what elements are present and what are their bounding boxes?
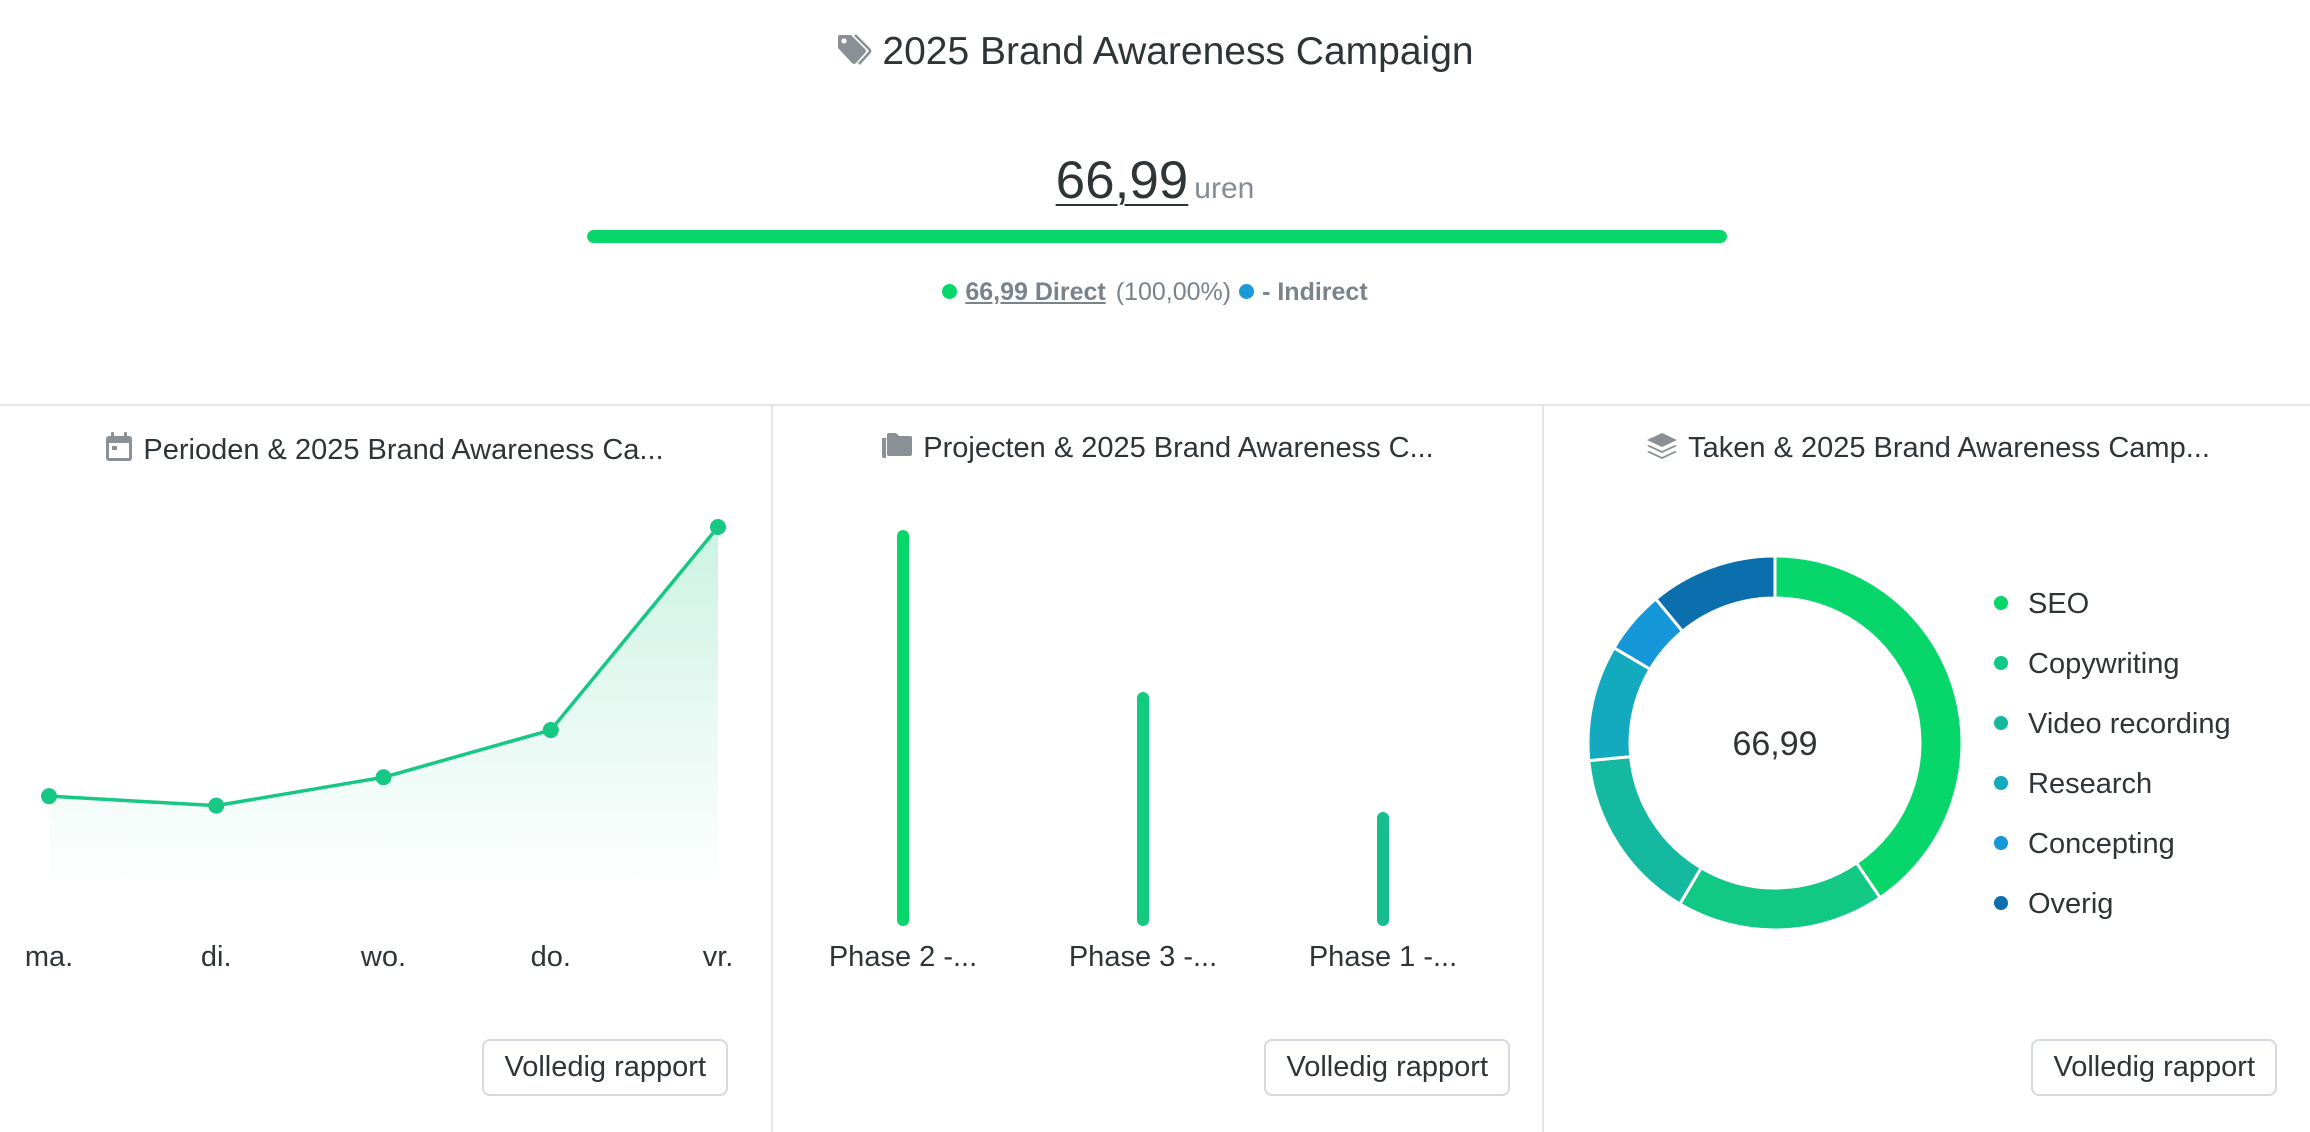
periods-point-vr.[interactable] [710,519,726,535]
legend-dot-icon [1994,836,2008,850]
periods-panel-title: Perioden & 2025 Brand Awareness Ca... [0,432,769,470]
periods-x-label: vr. [703,941,734,973]
periods-line-chart: ma. di. wo. do. vr. [25,519,734,973]
tasks-legend-item[interactable]: Concepting [1994,814,2231,874]
tasks-donut-center-value: 66,99 [1732,725,1817,763]
calendar-icon [105,432,133,470]
total-hours: 66,99 uren [0,150,2310,211]
tasks-panel-title: Taken & 2025 Brand Awareness Camp... [1544,432,2310,468]
tasks-legend-item[interactable]: Video recording [1994,694,2231,754]
hours-progress-bar [587,230,1727,243]
folder-icon [881,432,913,468]
tasks-legend-label: SEO [2028,588,2090,620]
layers-icon [1646,432,1678,468]
summary-header: 2025 Brand Awareness Campaign 66,99 uren … [0,0,2310,406]
legend-dot-icon [1994,656,2008,670]
tasks-full-report-button[interactable]: Volledig rapport [2031,1039,2277,1096]
projects-panel-title-text: Projecten & 2025 Brand Awareness C... [923,432,1434,464]
periods-point-ma.[interactable] [41,788,57,805]
tasks-legend-label: Video recording [2028,708,2231,740]
tasks-legend-item[interactable]: Copywriting [1994,634,2231,694]
legend-dot-icon [1994,596,2008,610]
page-title: 2025 Brand Awareness Campaign [0,30,2310,78]
tasks-legend-item[interactable]: Overig [1994,874,2231,934]
tasks-legend-label: Concepting [2028,828,2175,860]
tasks-legend-label: Copywriting [2028,648,2180,680]
legend-dot-icon [1994,776,2008,790]
indirect-dot-icon [1239,284,1255,299]
tasks-legend-label: Overig [2028,888,2114,920]
tasks-legend: SEO Copywriting Video recording Research Con… [1994,574,2231,934]
projects-full-report-button[interactable]: Volledig rapport [1264,1039,1510,1096]
projects-panel-title: Projecten & 2025 Brand Awareness C... [773,432,1542,468]
direct-hours-link[interactable]: 66,99 Direct [965,278,1106,306]
projects-bar-chart: Phase 2 -... Phase 3 -... Phase 1 -... [829,530,1457,973]
tasks-slice-seo[interactable] [1773,554,1964,900]
periods-x-label: do. [531,941,571,973]
periods-full-report-button[interactable]: Volledig rapport [482,1039,728,1096]
periods-panel-title-text: Perioden & 2025 Brand Awareness Ca... [143,434,664,466]
hours-progress-fill [587,230,1727,243]
tasks-slice-copywriting[interactable] [1677,860,1883,932]
direct-percentage: (100,00%) [1115,278,1232,306]
legend-dot-icon [1994,896,2008,910]
total-hours-value[interactable]: 66,99 [1055,151,1189,210]
projects-x-label: Phase 2 -... [829,941,977,973]
projects-bar[interactable] [1137,692,1149,926]
tasks-panel: Taken & 2025 Brand Awareness Camp... 66,… [1542,406,2310,1132]
projects-bar[interactable] [897,530,909,926]
tasks-slice-video-recording[interactable] [1587,755,1704,907]
tasks-legend-label: Research [2028,768,2153,800]
projects-x-label: Phase 3 -... [1069,941,1217,973]
periods-x-label: di. [201,941,232,973]
hours-breakdown: 66,99 Direct (100,00%) - Indirect [0,278,2310,307]
periods-point-wo.[interactable] [375,769,392,786]
periods-point-di.[interactable] [208,797,225,814]
legend-dot-icon [1994,716,2008,730]
tasks-donut-chart: 66,99 [1586,554,1964,932]
periods-x-label: ma. [25,941,73,973]
periods-x-label: wo. [360,941,406,973]
tasks-slice-overig[interactable] [1653,554,1777,634]
indirect-hours-label: - Indirect [1262,278,1368,306]
projects-x-label: Phase 1 -... [1309,941,1457,973]
total-hours-unit: uren [1194,172,1255,205]
projects-panel: Projecten & 2025 Brand Awareness C... Ph… [771,406,1542,1132]
tasks-panel-title-text: Taken & 2025 Brand Awareness Camp... [1688,432,2210,464]
tasks-legend-item[interactable]: SEO [1994,574,2231,634]
periods-panel: Perioden & 2025 Brand Awareness Ca... ma… [0,406,769,1132]
direct-dot-icon [942,284,958,299]
periods-area-fill [49,527,718,887]
tasks-legend-item[interactable]: Research [1994,754,2231,814]
page-title-text: 2025 Brand Awareness Campaign [882,30,1474,73]
tag-icon [836,34,874,78]
periods-point-do.[interactable] [542,722,559,739]
projects-bar[interactable] [1377,812,1389,926]
